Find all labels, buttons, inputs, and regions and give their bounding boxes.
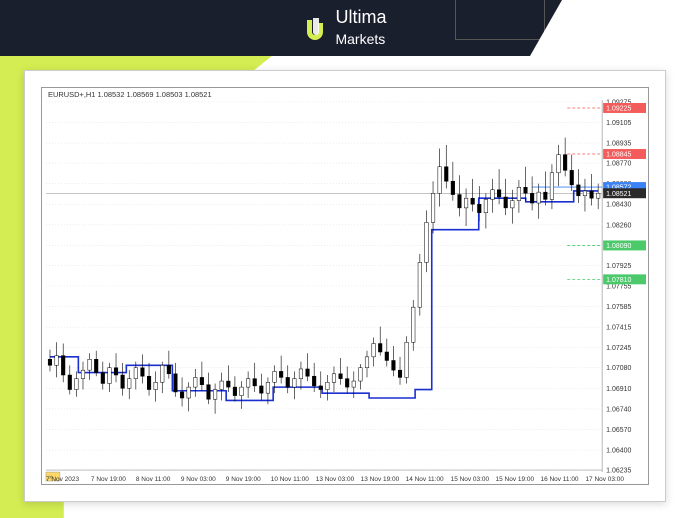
header-tab — [455, 0, 545, 40]
svg-text:EURUSD+,H1 1.08532 1.08569 1.: EURUSD+,H1 1.08532 1.08569 1.08503 1.085… — [48, 90, 212, 99]
svg-text:1.08770: 1.08770 — [606, 161, 631, 168]
svg-text:15 Nov 03:00: 15 Nov 03:00 — [451, 476, 490, 483]
brand-name: Ultima — [335, 7, 386, 27]
svg-text:1.07810: 1.07810 — [606, 277, 631, 284]
header: Ultima Markets — [0, 0, 690, 56]
svg-text:1.07415: 1.07415 — [606, 325, 631, 332]
svg-text:1.08090: 1.08090 — [606, 243, 631, 250]
svg-text:15 Nov 19:00: 15 Nov 19:00 — [496, 476, 535, 483]
svg-text:1.06910: 1.06910 — [606, 386, 631, 393]
svg-text:1.08260: 1.08260 — [606, 222, 631, 229]
brand-name-2: Markets — [335, 31, 385, 47]
svg-text:1.07585: 1.07585 — [606, 304, 631, 311]
chart-area[interactable]: EURUSD+,H1 1.08532 1.08569 1.08503 1.085… — [41, 87, 649, 485]
svg-text:13 Nov 03:00: 13 Nov 03:00 — [316, 476, 355, 483]
svg-text:1.07755: 1.07755 — [606, 283, 631, 290]
logo-icon — [303, 16, 327, 40]
svg-text:1.08521: 1.08521 — [606, 191, 631, 198]
svg-text:1.07080: 1.07080 — [606, 365, 631, 372]
svg-text:1.06400: 1.06400 — [606, 448, 631, 455]
candlestick-chart: EURUSD+,H1 1.08532 1.08569 1.08503 1.085… — [42, 88, 648, 484]
svg-text:1.08430: 1.08430 — [606, 202, 631, 209]
svg-text:9 Nov 03:00: 9 Nov 03:00 — [181, 476, 216, 483]
svg-text:10 Nov 11:00: 10 Nov 11:00 — [271, 476, 309, 483]
svg-text:16 Nov 11:00: 16 Nov 11:00 — [541, 476, 579, 483]
svg-text:1.07925: 1.07925 — [606, 263, 631, 270]
svg-text:1.08935: 1.08935 — [606, 141, 631, 148]
svg-text:7 Nov 2023: 7 Nov 2023 — [46, 476, 80, 483]
svg-text:9 Nov 19:00: 9 Nov 19:00 — [226, 476, 261, 483]
chart-frame: EURUSD+,H1 1.08532 1.08569 1.08503 1.085… — [24, 70, 666, 502]
svg-text:8 Nov 11:00: 8 Nov 11:00 — [136, 476, 171, 483]
svg-text:1.07245: 1.07245 — [606, 345, 631, 352]
svg-text:14 Nov 11:00: 14 Nov 11:00 — [406, 476, 444, 483]
svg-text:1.08845: 1.08845 — [606, 152, 631, 159]
svg-text:1.06740: 1.06740 — [606, 406, 631, 413]
svg-text:17 Nov 03:00: 17 Nov 03:00 — [585, 476, 624, 483]
svg-text:1.06570: 1.06570 — [606, 427, 631, 434]
svg-text:1.09225: 1.09225 — [606, 106, 631, 113]
svg-text:7 Nov 19:00: 7 Nov 19:00 — [91, 476, 126, 483]
svg-text:1.06235: 1.06235 — [606, 468, 631, 475]
svg-text:13 Nov 19:00: 13 Nov 19:00 — [361, 476, 400, 483]
svg-text:1.09105: 1.09105 — [606, 120, 631, 127]
logo: Ultima Markets — [303, 7, 386, 49]
